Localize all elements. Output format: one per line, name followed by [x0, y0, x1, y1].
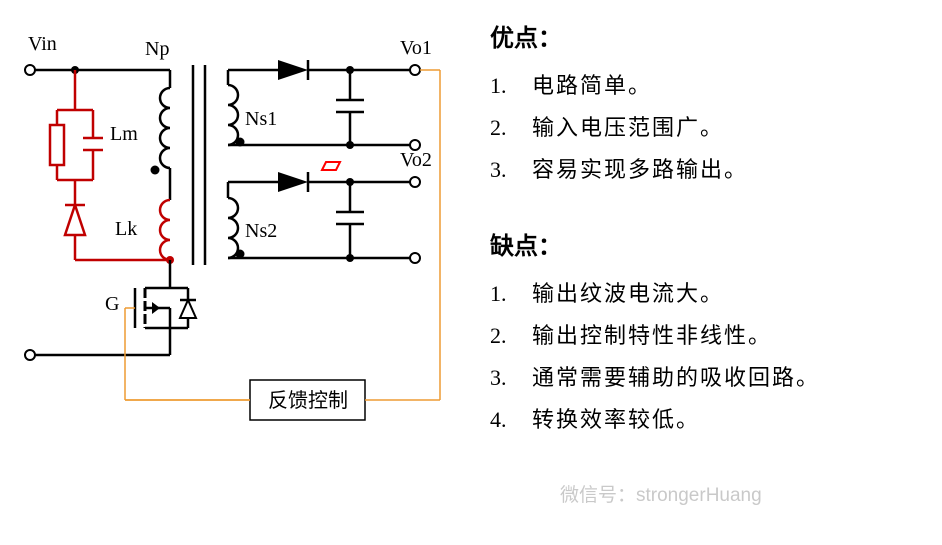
- label-vin: Vin: [28, 33, 57, 55]
- disadvantages-title: 缺点：: [490, 226, 932, 261]
- list-text: 输出控制特性非线性。: [532, 315, 932, 357]
- label-vo2: Vo2: [400, 149, 432, 171]
- list-text: 输入电压范围广。: [532, 107, 932, 149]
- label-lk: Lk: [115, 218, 137, 240]
- label-ns1: Ns1: [245, 108, 277, 130]
- flyback-schematic: Vin Lm Np Lk: [10, 10, 480, 450]
- advantage-item: 1. 电路简单。: [490, 65, 932, 107]
- label-vo1: Vo1: [400, 37, 432, 59]
- label-lm: Lm: [110, 123, 138, 145]
- list-number: 4.: [490, 399, 532, 441]
- text-content: 优点： 1. 电路简单。 2. 输入电压范围广。 3. 容易实现多路输出。 缺点…: [480, 10, 932, 535]
- disadvantage-item: 4. 转换效率较低。: [490, 399, 932, 441]
- advantage-item: 2. 输入电压范围广。: [490, 107, 932, 149]
- list-text: 容易实现多路输出。: [532, 149, 932, 191]
- list-number: 1.: [490, 65, 532, 107]
- list-number: 1.: [490, 273, 532, 315]
- label-np: Np: [145, 38, 169, 60]
- list-number: 3.: [490, 149, 532, 191]
- label-feedback: 反馈控制: [268, 389, 348, 412]
- list-text: 电路简单。: [532, 65, 932, 107]
- label-ns2: Ns2: [245, 220, 277, 242]
- list-number: 2.: [490, 107, 532, 149]
- label-g: G: [105, 293, 119, 315]
- list-number: 2.: [490, 315, 532, 357]
- disadvantage-item: 2. 输出控制特性非线性。: [490, 315, 932, 357]
- advantage-item: 3. 容易实现多路输出。: [490, 149, 932, 191]
- disadvantage-item: 1. 输出纹波电流大。: [490, 273, 932, 315]
- list-text: 转换效率较低。: [532, 399, 932, 441]
- list-number: 3.: [490, 357, 532, 399]
- advantages-title: 优点：: [490, 18, 932, 53]
- list-text: 通常需要辅助的吸收回路。: [532, 357, 932, 399]
- circuit-diagram: Vin Lm Np Lk: [10, 10, 480, 535]
- disadvantage-item: 3. 通常需要辅助的吸收回路。: [490, 357, 932, 399]
- list-text: 输出纹波电流大。: [532, 273, 932, 315]
